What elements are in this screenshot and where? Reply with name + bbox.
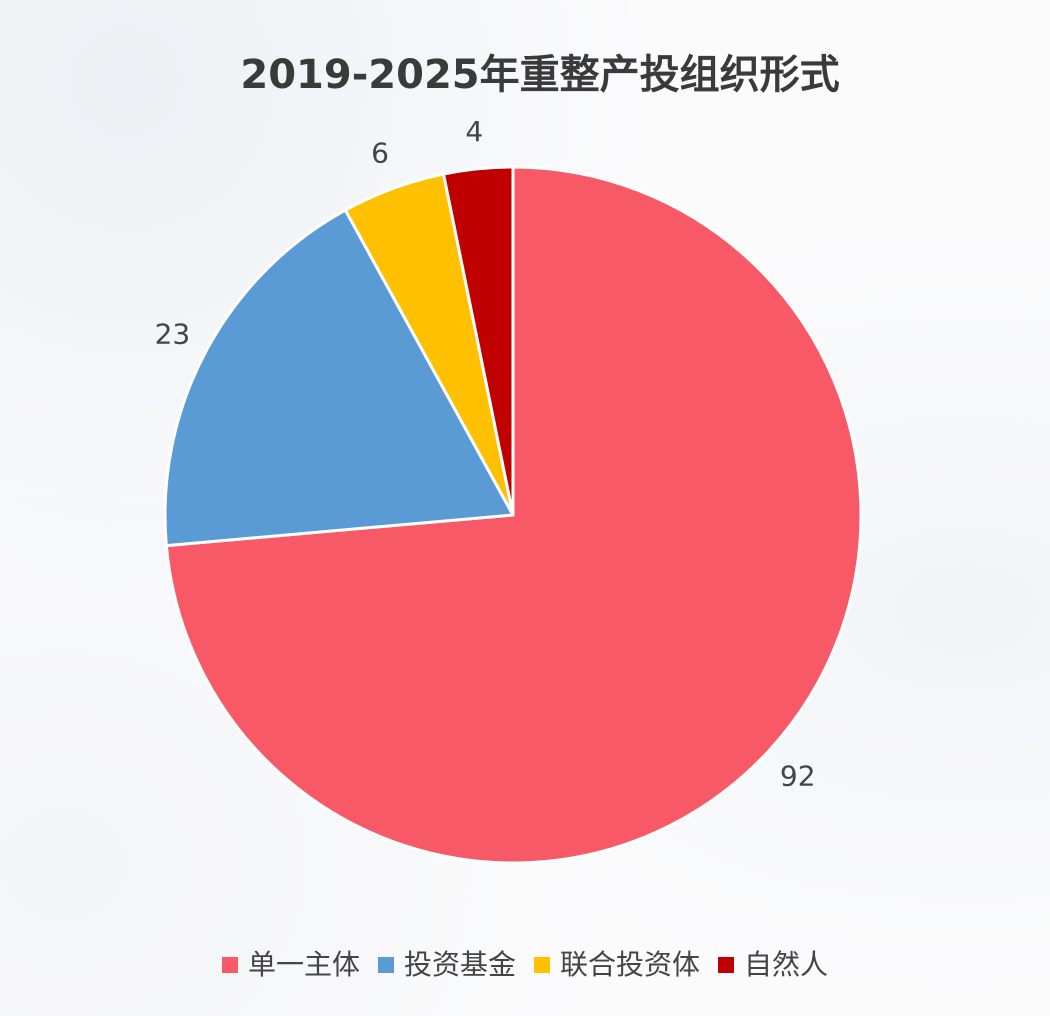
legend-item: 投资基金 [378, 948, 516, 981]
legend-swatch [222, 957, 238, 973]
pie-slice [163, 208, 515, 548]
data-label: 23 [155, 317, 191, 350]
legend-label: 联合投资体 [560, 948, 700, 981]
legend-label: 投资基金 [404, 948, 516, 981]
data-label: 6 [371, 137, 389, 170]
legend-label: 单一主体 [248, 948, 360, 981]
legend-label: 自然人 [744, 948, 828, 981]
legend-item: 自然人 [718, 948, 828, 981]
legend: 单一主体 投资基金 联合投资体 自然人 [222, 948, 828, 981]
legend-swatch [534, 957, 550, 973]
legend-swatch [718, 957, 734, 973]
data-label: 92 [780, 760, 816, 793]
data-label: 4 [465, 115, 483, 148]
legend-swatch [378, 957, 394, 973]
pie-slice [442, 165, 515, 517]
chart-title: 2019-2025年重整产投组织形式 [240, 52, 839, 98]
data-labels: 92 23 6 4 [155, 115, 816, 793]
pie-slices [163, 165, 863, 865]
legend-item: 联合投资体 [534, 948, 700, 981]
legend-item: 单一主体 [222, 948, 360, 981]
